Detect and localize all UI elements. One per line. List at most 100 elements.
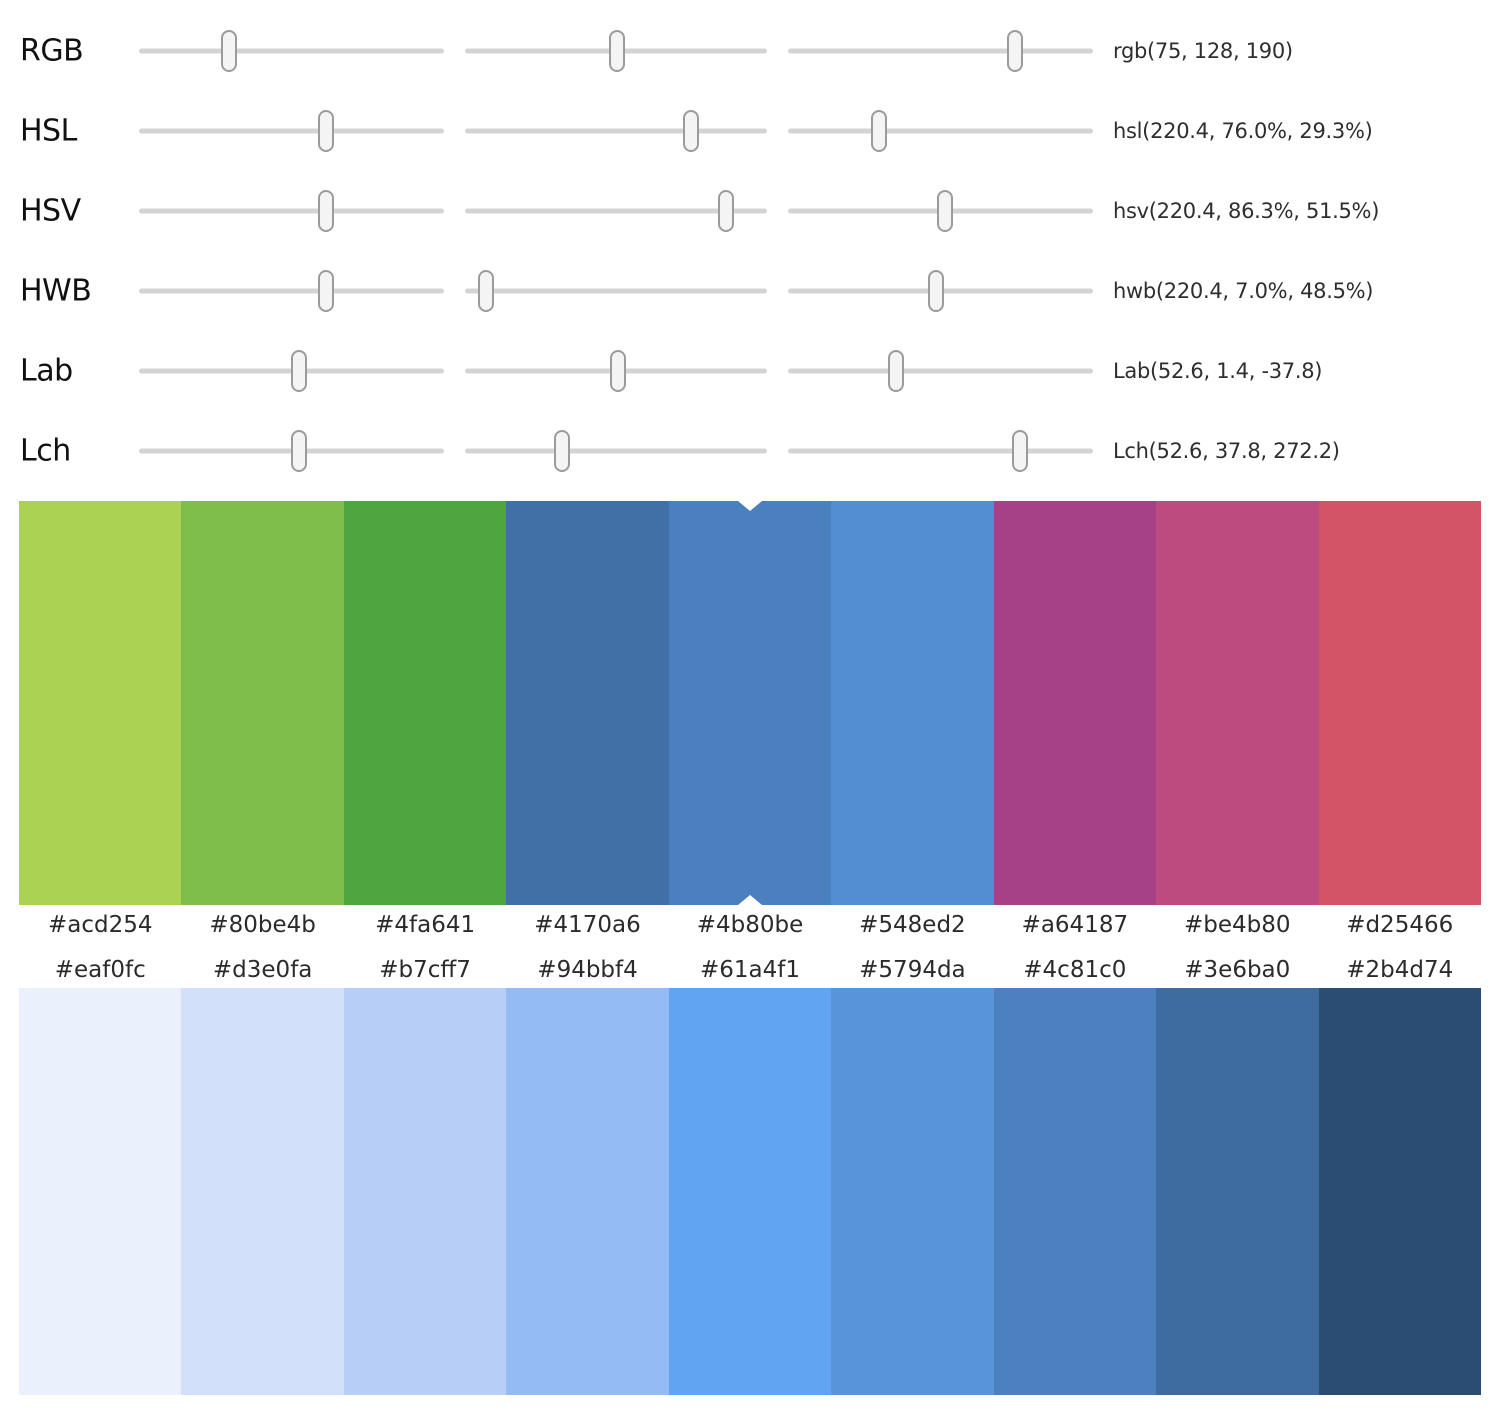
slider-track — [788, 128, 1093, 134]
hex-label: #4170a6 — [534, 912, 641, 938]
hsl-s-slider[interactable] — [465, 109, 767, 153]
slider-thumb[interactable] — [608, 30, 625, 72]
selection-notch-bottom — [738, 895, 762, 905]
slider-track — [139, 48, 444, 54]
hwb-w-slider[interactable] — [465, 269, 767, 313]
slider-row-hsl: HSL hsl(220.4, 76.0%, 29.3%) — [0, 91, 1501, 171]
palette-swatch[interactable] — [1156, 501, 1319, 905]
slider-track — [788, 448, 1093, 454]
rgb-g-slider[interactable] — [465, 29, 767, 73]
hex-label: #3e6ba0 — [1184, 957, 1291, 983]
hex-label: #be4b80 — [1184, 912, 1291, 938]
slider-thumb[interactable] — [682, 110, 699, 152]
rgb-r-slider[interactable] — [139, 29, 444, 73]
slider-thumb[interactable] — [610, 350, 627, 392]
hue-hex-labels: #acd254 #80be4b #4fa641 #4170a6 #4b80be … — [19, 906, 1481, 944]
hwb-b-slider[interactable] — [788, 269, 1093, 313]
slider-thumb[interactable] — [870, 110, 887, 152]
rgb-b-slider[interactable] — [788, 29, 1093, 73]
slider-thumb[interactable] — [1007, 30, 1024, 72]
slider-thumb[interactable] — [553, 430, 570, 472]
lab-a-slider[interactable] — [465, 349, 767, 393]
palette-swatch-selected[interactable] — [668, 501, 832, 905]
lab-value-label: Lab(52.6, 1.4, -37.8) — [1113, 359, 1323, 383]
slider-row-rgb: RGB rgb(75, 128, 190) — [0, 11, 1501, 91]
hsv-v-slider[interactable] — [788, 189, 1093, 233]
slider-row-lch: Lch Lch(52.6, 37.8, 272.2) — [0, 411, 1501, 491]
hex-label: #61a4f1 — [699, 957, 800, 983]
palette-swatch[interactable] — [831, 501, 994, 905]
slider-thumb[interactable] — [717, 190, 734, 232]
hex-label: #d25466 — [1346, 912, 1454, 938]
slider-thumb[interactable] — [220, 30, 237, 72]
slider-thumb[interactable] — [927, 270, 944, 312]
hex-label: #5794da — [859, 957, 966, 983]
selection-notch-top — [738, 501, 762, 511]
palette-swatch[interactable] — [343, 501, 507, 905]
shade-swatch[interactable] — [1318, 988, 1481, 1395]
slider-thumb[interactable] — [887, 350, 904, 392]
slider-thumb[interactable] — [478, 270, 495, 312]
lab-b-slider[interactable] — [788, 349, 1093, 393]
shade-swatch[interactable] — [1156, 988, 1319, 1395]
row-label-hwb: HWB — [20, 273, 92, 309]
hex-label: #acd254 — [47, 912, 153, 938]
row-label-lab: Lab — [20, 353, 73, 389]
hex-label: #4b80be — [696, 912, 804, 938]
shades-palette — [19, 988, 1481, 1395]
palette-swatch[interactable] — [506, 501, 669, 905]
slider-track — [465, 288, 767, 294]
lch-value-label: Lch(52.6, 37.8, 272.2) — [1113, 439, 1340, 463]
shade-swatch[interactable] — [668, 988, 832, 1395]
slider-thumb[interactable] — [291, 430, 308, 472]
hsl-l-slider[interactable] — [788, 109, 1093, 153]
slider-track — [465, 128, 767, 134]
hsv-h-slider[interactable] — [139, 189, 444, 233]
lch-l-slider[interactable] — [139, 429, 444, 473]
shade-swatch[interactable] — [181, 988, 344, 1395]
hwb-value-label: hwb(220.4, 7.0%, 48.5%) — [1113, 279, 1374, 303]
slider-thumb[interactable] — [1011, 430, 1028, 472]
palette-swatch[interactable] — [19, 501, 182, 905]
slider-track — [139, 208, 444, 214]
shade-swatch[interactable] — [831, 988, 994, 1395]
hwb-h-slider[interactable] — [139, 269, 444, 313]
shade-swatch[interactable] — [993, 988, 1157, 1395]
hex-label: #a64187 — [1021, 912, 1129, 938]
palette-swatch[interactable] — [1318, 501, 1481, 905]
slider-track — [788, 368, 1093, 374]
hex-label: #80be4b — [209, 912, 316, 938]
hex-label: #b7cff7 — [379, 957, 471, 983]
palette-swatch[interactable] — [993, 501, 1157, 905]
lch-c-slider[interactable] — [465, 429, 767, 473]
hsv-s-slider[interactable] — [465, 189, 767, 233]
slider-track — [788, 48, 1093, 54]
slider-track — [465, 208, 767, 214]
palette-swatch[interactable] — [181, 501, 344, 905]
hue-palette — [19, 501, 1481, 905]
shade-swatch[interactable] — [19, 988, 182, 1395]
slider-thumb[interactable] — [317, 270, 334, 312]
slider-thumb[interactable] — [937, 190, 954, 232]
slider-thumb[interactable] — [317, 110, 334, 152]
slider-thumb[interactable] — [291, 350, 308, 392]
hsl-h-slider[interactable] — [139, 109, 444, 153]
row-label-hsl: HSL — [20, 113, 77, 149]
lch-h-slider[interactable] — [788, 429, 1093, 473]
slider-thumb[interactable] — [317, 190, 334, 232]
slider-row-lab: Lab Lab(52.6, 1.4, -37.8) — [0, 331, 1501, 411]
hsv-value-label: hsv(220.4, 86.3%, 51.5%) — [1113, 199, 1380, 223]
shade-swatch[interactable] — [506, 988, 669, 1395]
lab-l-slider[interactable] — [139, 349, 444, 393]
hex-label: #4c81c0 — [1023, 957, 1127, 983]
slider-track — [139, 288, 444, 294]
row-label-rgb: RGB — [20, 33, 84, 69]
hex-label: #548ed2 — [859, 912, 966, 938]
hex-label: #4fa641 — [375, 912, 476, 938]
row-label-lch: Lch — [20, 433, 71, 469]
row-label-hsv: HSV — [20, 193, 81, 229]
hex-label: #eaf0fc — [54, 957, 146, 983]
slider-row-hsv: HSV hsv(220.4, 86.3%, 51.5%) — [0, 171, 1501, 251]
slider-track — [465, 448, 767, 454]
shade-swatch[interactable] — [343, 988, 507, 1395]
